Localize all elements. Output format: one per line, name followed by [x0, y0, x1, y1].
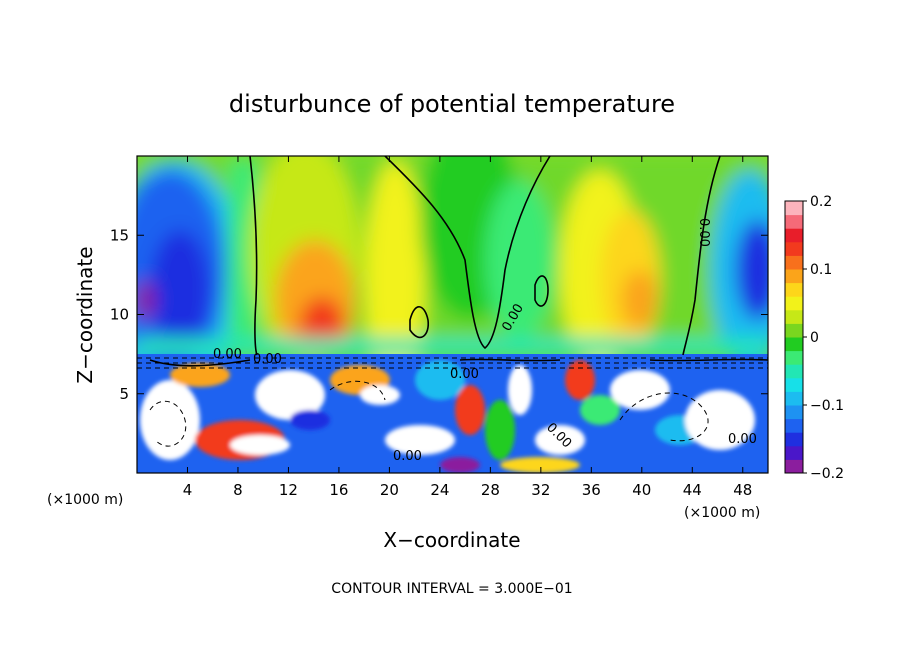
- contour-lines-dashed: [137, 357, 768, 447]
- colorbar-swatch: [785, 445, 803, 460]
- colorbar-swatch: [785, 296, 803, 311]
- x-tick-label: 40: [632, 481, 651, 499]
- colorbar-swatch: [785, 364, 803, 379]
- colorbar-swatch: [785, 255, 803, 270]
- colorbar-swatch: [785, 350, 803, 365]
- contour-label: 0.00: [696, 218, 711, 247]
- colorbar-swatch: [785, 337, 803, 352]
- x-tick-label: 44: [683, 481, 702, 499]
- x-tick-label: 28: [481, 481, 500, 499]
- upper-field: [137, 156, 768, 356]
- x-axis-label: X−coordinate: [383, 528, 520, 552]
- contour-label: 0.00: [253, 352, 282, 367]
- contour-label: 0.00: [450, 367, 479, 382]
- colorbar: [784, 200, 804, 474]
- colorbar-swatch: [785, 418, 803, 433]
- x-tick-label: 32: [531, 481, 550, 499]
- colorbar-swatch: [785, 432, 803, 447]
- colorbar-swatch: [785, 201, 803, 216]
- y-tick-label: 15: [110, 226, 129, 244]
- contour-label: 0.00: [213, 347, 242, 362]
- x-tick-label: 16: [329, 481, 348, 499]
- y-axis-label: Z−coordinate: [73, 246, 97, 383]
- colorbar-swatch: [785, 323, 803, 338]
- colorbar-swatch: [785, 282, 803, 297]
- contour-interval: CONTOUR INTERVAL = 3.000E−01: [331, 581, 572, 597]
- colorbar-ticks: −0.2 −0.1 0 0.1 0.2: [803, 194, 844, 482]
- colorbar-swatch: [785, 228, 803, 243]
- colorbar-swatch: [785, 405, 803, 420]
- y-tick-label: 5: [119, 385, 129, 403]
- contour-label: 0.00: [728, 432, 757, 447]
- colorbar-swatch: [785, 214, 803, 229]
- y-axis: 5 10 15: [110, 226, 768, 403]
- colorbar-tick-label: 0.2: [810, 194, 832, 210]
- x-tick-label: 12: [279, 481, 298, 499]
- colorbar-tick-label: 0: [810, 330, 819, 346]
- plot-area: 0.00 0.00 0.00 0.00 0.00 0.00 0.00 0.00: [137, 156, 768, 473]
- x-tick-label: 48: [733, 481, 752, 499]
- contour-label: 0.00: [393, 449, 422, 464]
- x-tick-label: 20: [380, 481, 399, 499]
- x-unit-left: (×1000 m): [47, 492, 123, 508]
- x-tick-label: 4: [183, 481, 193, 499]
- colorbar-swatch: [785, 459, 803, 474]
- colorbar-swatch: [785, 377, 803, 392]
- x-tick-label: 8: [233, 481, 243, 499]
- colorbar-swatch: [785, 269, 803, 284]
- colorbar-swatch: [785, 241, 803, 256]
- colorbar-swatch: [785, 391, 803, 406]
- x-tick-label: 36: [582, 481, 601, 499]
- contour-lines: [149, 156, 768, 367]
- colorbar-tick-label: −0.1: [810, 398, 844, 414]
- colorbar-tick-label: −0.2: [810, 466, 844, 482]
- chart-title: disturbunce of potential temperature: [229, 90, 675, 118]
- x-axis: 4 8 12 16 20 24 28 32 36 40 44 48: [183, 156, 752, 499]
- x-unit-right: (×1000 m): [684, 505, 760, 521]
- y-tick-label: 10: [110, 306, 129, 324]
- x-tick-label: 24: [430, 481, 449, 499]
- lower-field: [137, 354, 768, 473]
- colorbar-tick-label: 0.1: [810, 262, 832, 278]
- colorbar-swatch: [785, 309, 803, 324]
